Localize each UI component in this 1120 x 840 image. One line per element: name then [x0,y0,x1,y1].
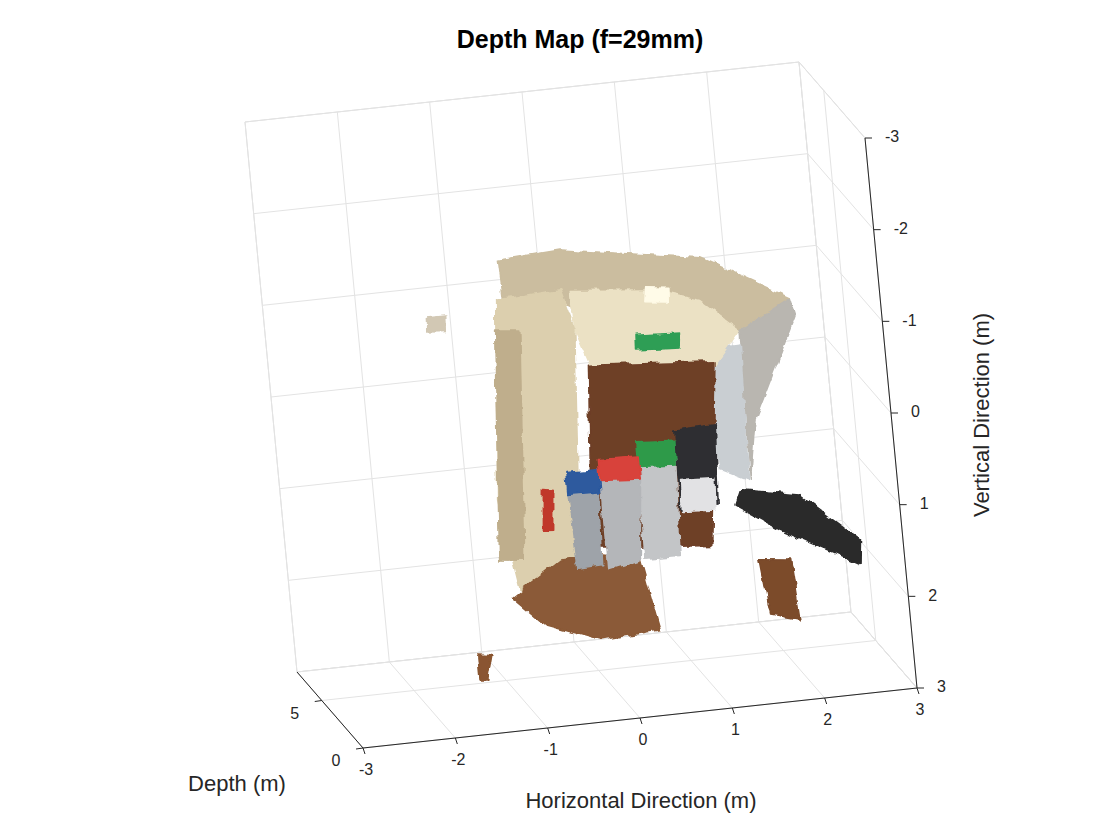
x-tick-label: -1 [544,741,558,758]
grid-line [363,688,917,748]
grid-line [389,662,455,738]
grid-line [759,622,825,698]
cloud-patch [735,490,861,565]
cloud-patch [635,333,681,350]
tick-mark [315,701,322,702]
tick-mark [900,504,907,505]
tick-mark [455,738,457,744]
page: {"chart_data": { "type": "scatter3", "ti… [0,0,1120,840]
grid-line [297,672,363,748]
cloud-patch [569,488,602,568]
depth-tick-label: 0 [332,752,341,769]
cloud-patch [425,316,446,332]
tick-mark [732,708,734,714]
vertical-tick-label: 3 [937,678,946,695]
grid-line [666,632,732,708]
grid-line [574,642,640,718]
back-plane [245,62,851,672]
cloud-patch [600,472,641,570]
grid-line [799,62,865,138]
cloud-patch [681,479,716,512]
vertical-axis-title: Vertical Direction (m) [969,313,994,517]
tick-mark [917,688,919,694]
tick-mark [908,596,915,597]
x-axis-title: Horizontal Direction (m) [525,788,756,813]
cloud-patch [645,288,668,302]
grid-line [851,612,917,688]
grid-line [254,154,808,214]
vertical-tick-label: -3 [885,128,899,145]
grid-line [825,337,891,413]
depth-axis-title: Depth (m) [188,771,286,796]
grid-line [322,641,876,701]
grid-line [482,652,548,728]
tick-mark [640,718,642,724]
vertical-tick-label: -2 [894,220,908,237]
grid-line [834,429,900,505]
x-tick-label: 1 [731,721,740,738]
tick-mark [882,321,889,322]
tick-mark [825,698,827,704]
tick-mark [874,229,881,230]
vertical-axis-line [865,138,917,688]
side-plane [799,62,917,688]
tick-mark [865,138,872,139]
x-tick-label: -3 [359,761,373,778]
x-tick-label: 3 [916,701,925,718]
depth-axis-line [297,672,363,748]
cloud-patch [636,440,676,466]
tick-mark [363,748,365,754]
cloud-patch [478,655,492,680]
tick-mark [891,413,898,414]
x-tick-label: 2 [823,711,832,728]
x-tick-label: 0 [639,731,648,748]
vertical-tick-label: -1 [902,312,916,329]
cloud-patch [495,330,525,560]
vertical-tick-label: 2 [928,587,937,604]
x-axis-line [363,688,917,748]
cloud-patch [638,458,680,559]
vertical-tick-label: 0 [911,403,920,420]
tick-mark [917,688,924,689]
axes: -3 -2 -1 0 1 2 3 0 5 -3 -2 -1 0 1 2 3 [290,128,946,778]
cloud-patch [740,298,795,480]
axes-box [245,62,917,748]
grid [245,62,917,748]
tick-mark [356,748,363,749]
vertical-tick-label: 1 [920,495,929,512]
cloud-patch [496,290,580,600]
title: Depth Map (f=29mm) [457,25,704,53]
x-tick-label: -2 [451,751,465,768]
point-cloud [425,250,860,680]
depth-tick-label: 5 [290,705,299,722]
grid-line [245,62,799,122]
plot-area [425,250,860,680]
chart: -3 -2 -1 0 1 2 3 0 5 -3 -2 -1 0 1 2 3 Horizontal Directi… [0,0,1120,840]
grid-line [816,245,882,321]
grid-line [808,154,874,230]
cloud-patch [598,457,640,482]
cloud-patch [760,560,800,621]
cloud-patch [543,490,552,531]
grid-line [851,612,917,688]
cloud-patch [566,470,601,495]
tick-mark [548,728,550,734]
